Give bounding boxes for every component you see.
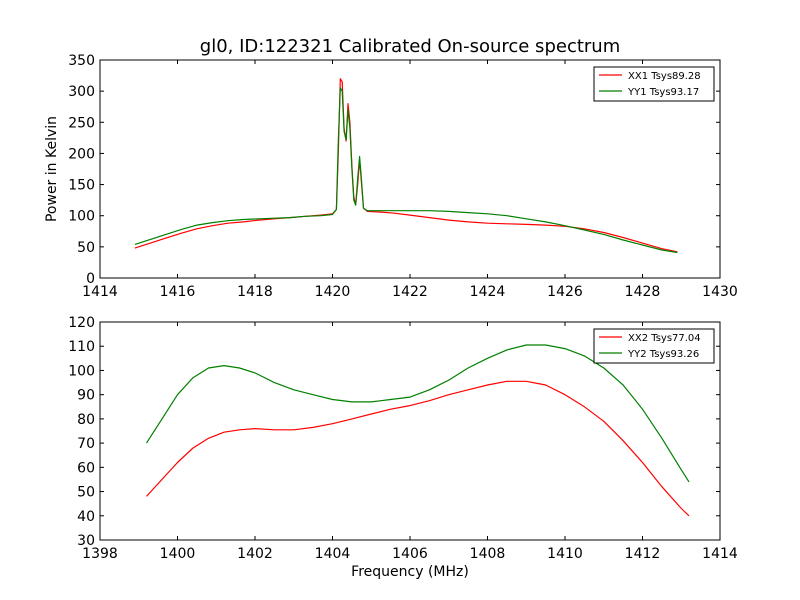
x-tick-label: 1408 bbox=[470, 546, 506, 562]
x-tick-label: 1416 bbox=[160, 284, 196, 300]
y-tick-label: 200 bbox=[68, 146, 95, 162]
x-tick-label: 1398 bbox=[82, 546, 118, 562]
legend-entry: YY1 Tsys93.17 bbox=[627, 87, 699, 98]
bottom-spectrum-panel: 1398 1400 1402 1404 1406 1408 1410 1412 1414 30 40… bbox=[68, 315, 738, 580]
x-tick-label: 1412 bbox=[625, 546, 661, 562]
y-tick-label: 350 bbox=[68, 53, 95, 69]
y-tick-label: 120 bbox=[68, 315, 95, 331]
x-tick-label: 1402 bbox=[237, 546, 273, 562]
y-tick-label: 100 bbox=[68, 363, 95, 379]
legend-entry: XX1 Tsys89.28 bbox=[628, 71, 701, 82]
y-tick-label: 60 bbox=[77, 460, 95, 476]
y-tick-label: 80 bbox=[77, 412, 95, 428]
series-line bbox=[145, 344, 690, 483]
x-tick-label: 1406 bbox=[392, 546, 428, 562]
y-tick-label: 50 bbox=[77, 240, 95, 256]
legend: XX2 Tsys77.04 YY2 Tsys93.26 bbox=[593, 328, 715, 364]
legend-box bbox=[593, 66, 715, 102]
x-tick-label: 1404 bbox=[315, 546, 351, 562]
x-axis-label: Frequency (MHz) bbox=[351, 564, 469, 580]
legend-box bbox=[593, 328, 715, 364]
y-tick-label: 110 bbox=[68, 339, 95, 355]
y-tick-label: 40 bbox=[77, 509, 95, 525]
legend-entry: YY2 Tsys93.26 bbox=[627, 349, 699, 360]
chart-title: gl0, ID:122321 Calibrated On-source spec… bbox=[200, 36, 620, 57]
y-tick-label: 100 bbox=[68, 209, 95, 225]
x-tick-label: 1400 bbox=[160, 546, 196, 562]
y-tick-label: 300 bbox=[68, 84, 95, 100]
x-tick-label: 1424 bbox=[470, 284, 506, 300]
x-tick-label: 1428 bbox=[625, 284, 661, 300]
x-tick-label: 1420 bbox=[315, 284, 351, 300]
x-tick-label: 1410 bbox=[547, 546, 583, 562]
y-tick-label: 70 bbox=[77, 436, 95, 452]
series-line bbox=[134, 87, 678, 254]
y-tick-label: 0 bbox=[86, 271, 95, 287]
x-tick-label: 1430 bbox=[702, 284, 738, 300]
y-axis-label: Power in Kelvin bbox=[44, 116, 60, 222]
legend-entry: XX2 Tsys77.04 bbox=[628, 333, 701, 344]
top-spectrum-panel: 1414 1416 1418 1420 1422 1424 1426 1428 1430 0 50 1… bbox=[44, 36, 738, 300]
y-tick-label: 50 bbox=[77, 485, 95, 501]
series-line bbox=[146, 380, 690, 517]
y-tick-label: 150 bbox=[68, 178, 95, 194]
y-tick-label: 30 bbox=[77, 533, 95, 549]
x-tick-label: 1418 bbox=[237, 284, 273, 300]
legend: XX1 Tsys89.28 YY1 Tsys93.17 bbox=[593, 66, 715, 102]
x-tick-label: 1414 bbox=[82, 284, 118, 300]
x-tick-label: 1422 bbox=[392, 284, 428, 300]
y-tick-label: 250 bbox=[68, 115, 95, 131]
x-tick-label: 1426 bbox=[547, 284, 583, 300]
x-tick-label: 1414 bbox=[702, 546, 738, 562]
y-tick-label: 90 bbox=[77, 388, 95, 404]
